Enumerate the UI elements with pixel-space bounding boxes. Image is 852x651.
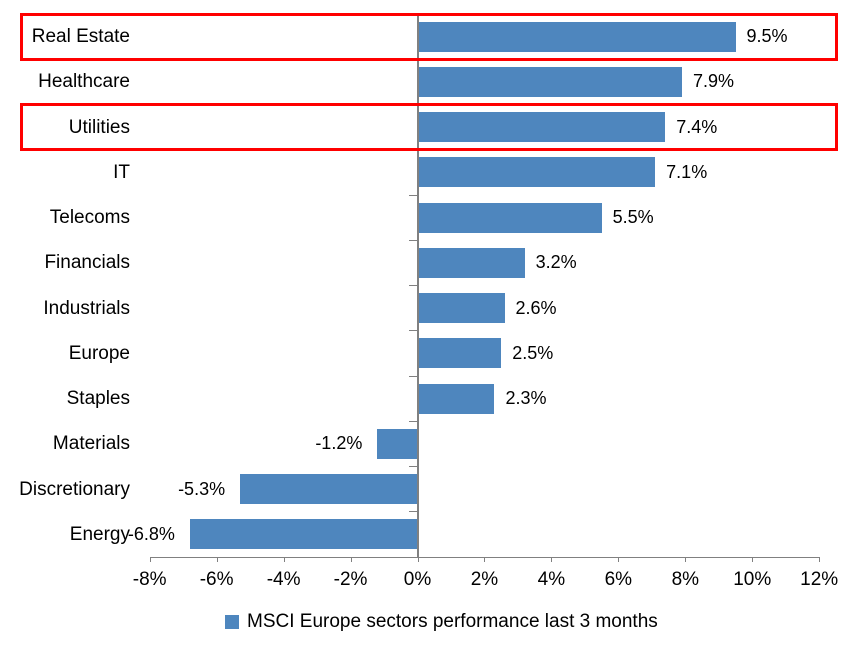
value-label-energy: -6.8% [127,523,175,544]
category-axis-line [416,14,419,557]
value-axis-tick-label: 6% [604,569,633,590]
value-axis-tick [216,557,218,562]
highlight-box-real-estate [20,12,838,61]
category-label-europe: Europe [68,342,130,364]
value-axis-tick [350,557,352,562]
category-axis-tick [409,194,417,196]
bar-real-estate [417,21,736,52]
bar-telecoms [417,202,602,233]
value-axis-tick-label: 10% [733,569,772,590]
value-axis-tick-label: 12% [800,569,839,590]
value-axis-tick-label: 4% [537,569,566,590]
category-axis-tick [409,375,417,377]
bar-materials [377,428,418,459]
value-axis-tick [283,557,285,562]
bar-financials [417,247,525,278]
value-label-utilities: 7.4% [676,116,718,137]
category-axis-tick [409,420,417,422]
value-label-telecoms: 5.5% [612,207,654,227]
category-label-it: IT [113,161,130,183]
bar-utilities [417,112,666,143]
value-label-discretionary: -5.3% [178,478,226,499]
value-axis-tick [149,557,151,562]
bar-discretionary [240,474,418,505]
bar-europe [417,338,502,369]
category-label-staples: Staples [66,388,130,409]
value-axis-tick-label: 8% [671,569,700,590]
value-axis-tick [819,557,821,562]
category-label-materials: Materials [52,433,130,455]
legend-swatch-icon [225,615,239,629]
value-axis-tick [618,557,620,562]
value-axis-tick [484,557,486,562]
value-label-it: 7.1% [666,161,708,182]
bar-energy [189,519,418,550]
value-label-materials: -1.2% [315,433,363,454]
category-label-healthcare: Healthcare [38,71,130,93]
value-axis-tick-label: -4% [266,569,301,590]
category-label-energy: Energy [69,523,130,545]
value-label-real-estate: 9.5% [746,26,788,46]
category-label-real-estate: Real Estate [31,26,130,47]
bar-healthcare [417,66,682,97]
category-label-discretionary: Discretionary [19,478,130,500]
category-label-utilities: Utilities [68,116,130,138]
legend: MSCI Europe sectors performance last 3 m… [225,611,658,633]
value-label-financials: 3.2% [535,252,577,273]
category-axis-tick [409,330,417,332]
value-label-staples: 2.3% [505,388,547,408]
legend-label: MSCI Europe sectors performance last 3 m… [247,611,658,632]
category-label-industrials: Industrials [43,297,130,319]
value-axis-tick-label: -8% [132,569,167,590]
value-axis-tick-label: 0% [403,569,432,590]
category-axis-tick [409,466,417,467]
category-label-financials: Financials [44,252,130,274]
value-axis-tick-label: -2% [333,569,368,590]
bar-industrials [417,293,505,324]
bar-it [417,157,656,188]
value-axis-tick [752,557,754,562]
value-axis-tick [417,557,419,562]
category-axis-tick [409,511,417,513]
value-axis-tick-label: -6% [199,569,234,590]
value-label-healthcare: 7.9% [692,71,734,92]
value-axis-tick [685,557,687,562]
category-axis-tick [409,285,417,286]
category-axis-tick [409,239,417,241]
bar-staples [417,383,495,414]
category-label-telecoms: Telecoms [49,207,130,228]
value-axis-tick-label: 2% [470,569,499,590]
category-axis-tick [409,556,417,558]
value-label-europe: 2.5% [512,342,554,363]
value-axis-tick [551,557,553,562]
highlight-box-utilities [20,103,838,152]
value-label-industrials: 2.6% [515,297,557,318]
